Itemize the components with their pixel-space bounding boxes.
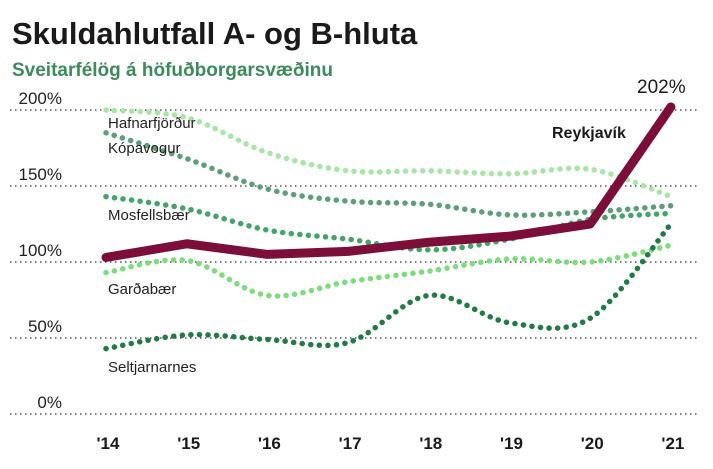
chart-title: Skuldahlutfall A- og B-hluta [12,16,418,51]
series-line [103,107,674,200]
x-tick-label: '18 [419,434,442,453]
series-lines [101,102,676,352]
series-label: Garðabær [108,281,176,298]
x-tick-label: '14 [97,434,120,453]
series-line [103,130,674,218]
series-label: Hafnarfjörður [108,115,196,132]
y-tick-label: 150% [19,165,62,184]
y-tick-label: 200% [19,89,62,108]
series-labels: Hafnarfjörður Kópavogur Mosfellsbær Garðabæ… [108,115,626,376]
x-tick-label: '19 [500,434,523,453]
x-tick-label: '15 [177,434,200,453]
series-line [103,221,674,352]
chart-subtitle: Sveitarfélög á höfuðborgarsvæðinu [12,60,333,81]
y-tick-label: 100% [19,241,62,260]
x-axis-ticks: '14 '15 '16 '17 '18 '19 '20 '21 [97,434,685,453]
x-tick-label: '21 [661,434,684,453]
y-axis-ticks: 0% 50% 100% 150% 200% [19,89,62,412]
x-tick-label: '16 [258,434,281,453]
series-label: Kópavogur [108,140,181,157]
reykjavik-peak-annotation: 202% [637,77,686,98]
series-label: Reykjavík [552,125,626,142]
series-label: Seltjarnarnes [108,359,196,376]
y-tick-label: 0% [37,393,62,412]
x-tick-label: '20 [581,434,604,453]
series-label: Mosfellsbær [108,207,190,224]
y-tick-label: 50% [28,317,62,336]
series-line [101,102,676,262]
x-tick-label: '17 [339,434,362,453]
series-line [103,242,674,299]
